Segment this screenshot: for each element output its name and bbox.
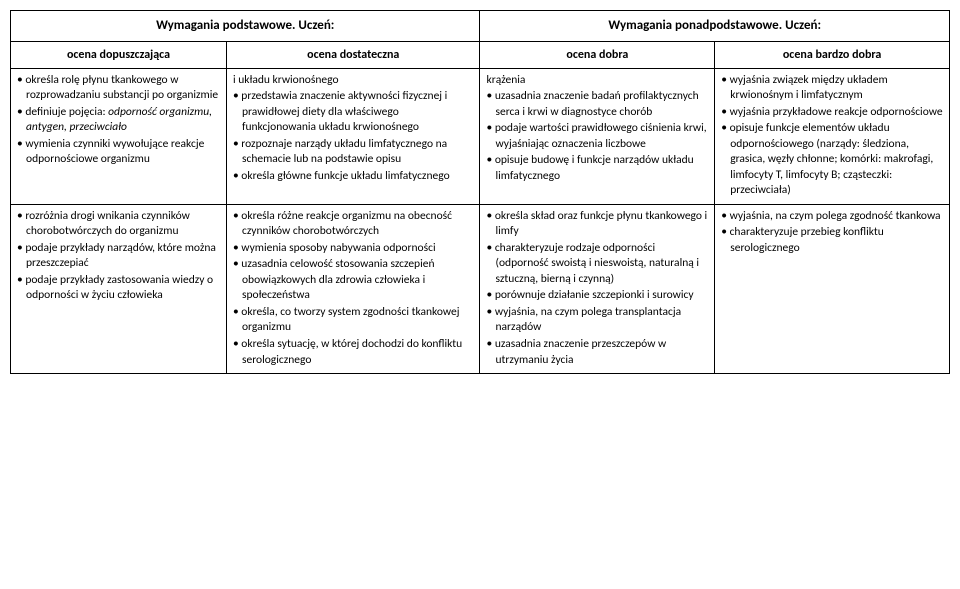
- list-item: opisuje budowę i funkcje narządów układu…: [486, 153, 708, 184]
- header-col4: ocena bardzo dobra: [715, 41, 950, 68]
- list-item: wyjaśnia przykładowe reakcje odpornościo…: [721, 105, 943, 121]
- cell-r1-c1: określa rolę płynu tkankowego w rozprowa…: [11, 68, 227, 204]
- list-item-continuation: krążenia: [486, 73, 708, 89]
- list-item: przedstawia znaczenie aktywności fizyczn…: [233, 89, 474, 136]
- list-item: wyjaśnia związek między układem krwionoś…: [721, 73, 943, 104]
- header-row-main: Wymagania podstawowe. Uczeń: Wymagania p…: [11, 11, 950, 42]
- list-item: uzasadnia celowość stosowania szczepień …: [233, 257, 474, 304]
- list-item: podaje wartości prawidłowego ciśnienia k…: [486, 121, 708, 152]
- requirements-table: Wymagania podstawowe. Uczeń: Wymagania p…: [10, 10, 950, 374]
- list-item: charakteryzuje przebieg konfliktu serolo…: [721, 225, 943, 256]
- header-col2: ocena dostateczna: [226, 41, 480, 68]
- header-basic: Wymagania podstawowe. Uczeń:: [11, 11, 480, 42]
- cell-r1-c2: i układu krwionośnego przedstawia znacze…: [226, 68, 480, 204]
- list-item: podaje przykłady zastosowania wiedzy o o…: [17, 273, 220, 304]
- list-item: charakteryzuje rodzaje odporności (odpor…: [486, 241, 708, 288]
- list-item: wymienia sposoby nabywania odporności: [233, 241, 474, 257]
- cell-r2-c2: określa różne reakcje organizmu na obecn…: [226, 204, 480, 373]
- list-item: porównuje działanie szczepionki i surowi…: [486, 288, 708, 304]
- list-item: podaje przykłady narządów, które można p…: [17, 241, 220, 272]
- list-item: definiuje pojęcia: odporność organizmu, …: [17, 105, 220, 136]
- list-item: uzasadnia znaczenie badań profilaktyczny…: [486, 89, 708, 120]
- header-advanced: Wymagania ponadpodstawowe. Uczeń:: [480, 11, 950, 42]
- list-item: opisuje funkcje elementów układu odporno…: [721, 121, 943, 199]
- list-item: określa różne reakcje organizmu na obecn…: [233, 209, 474, 240]
- list-item: określa sytuację, w której dochodzi do k…: [233, 337, 474, 368]
- list-item: wyjaśnia, na czym polega zgodność tkanko…: [721, 209, 943, 225]
- list-item: określa skład oraz funkcje płynu tkankow…: [486, 209, 708, 240]
- cell-r2-c4: wyjaśnia, na czym polega zgodność tkanko…: [715, 204, 950, 373]
- list-item: wyjaśnia, na czym polega transplantacja …: [486, 305, 708, 336]
- list-item: wymienia czynniki wywołujące reakcje odp…: [17, 137, 220, 168]
- list-item: określa rolę płynu tkankowego w rozprowa…: [17, 73, 220, 104]
- list-item: określa główne funkcje układu limfatyczn…: [233, 169, 474, 185]
- header-col1: ocena dopuszczająca: [11, 41, 227, 68]
- list-item: rozróżnia drogi wnikania czynników choro…: [17, 209, 220, 240]
- cell-r2-c1: rozróżnia drogi wnikania czynników choro…: [11, 204, 227, 373]
- cell-r2-c3: określa skład oraz funkcje płynu tkankow…: [480, 204, 715, 373]
- content-row-1: określa rolę płynu tkankowego w rozprowa…: [11, 68, 950, 204]
- cell-r1-c4: wyjaśnia związek między układem krwionoś…: [715, 68, 950, 204]
- list-item: uzasadnia znaczenie przeszczepów w utrzy…: [486, 337, 708, 368]
- list-item: rozpoznaje narządy układu limfatycznego …: [233, 137, 474, 168]
- header-row-grades: ocena dopuszczająca ocena dostateczna oc…: [11, 41, 950, 68]
- cell-r1-c3: krążenia uzasadnia znaczenie badań profi…: [480, 68, 715, 204]
- content-row-2: rozróżnia drogi wnikania czynników choro…: [11, 204, 950, 373]
- list-item: określa, co tworzy system zgodności tkan…: [233, 305, 474, 336]
- list-item-continuation: i układu krwionośnego: [233, 73, 474, 89]
- header-col3: ocena dobra: [480, 41, 715, 68]
